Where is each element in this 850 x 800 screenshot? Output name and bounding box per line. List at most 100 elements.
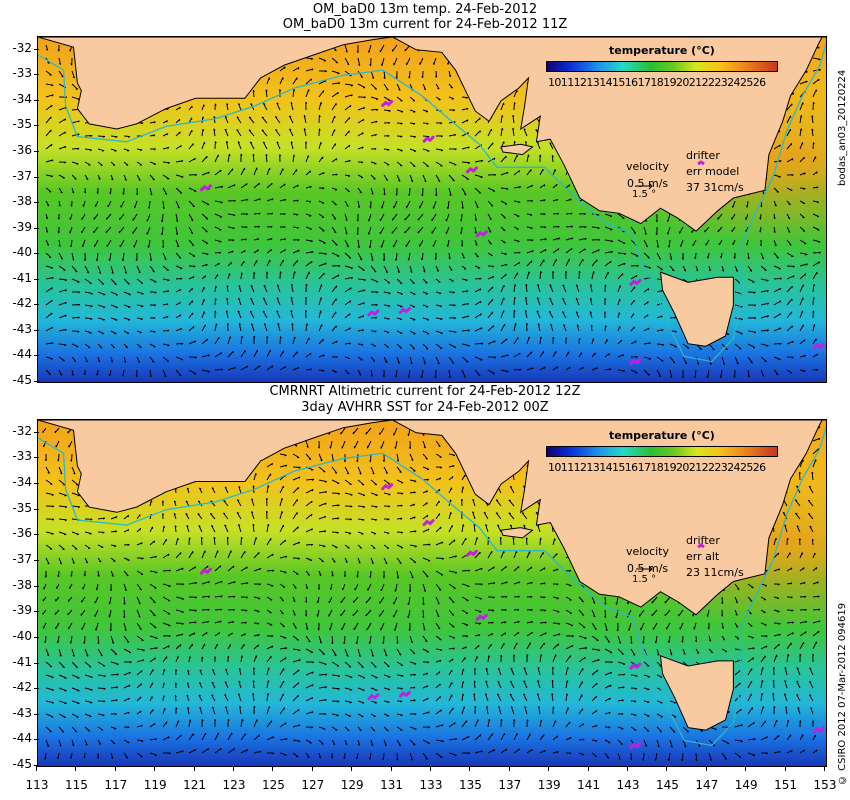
top-drifter-label: drifter — [686, 149, 720, 162]
lat-tick-label: -45 — [2, 373, 39, 387]
bottom-title-line1: CMRNRT Altimetric current for 24-Feb-201… — [269, 384, 581, 399]
top-sst-map — [38, 37, 826, 382]
lat-tick-label: -37 — [2, 169, 39, 183]
lat-tick-label: -37 — [2, 552, 39, 566]
lon-tick-label: 143 — [613, 766, 643, 792]
drifter-track — [812, 726, 825, 734]
top-title-line1: OM_baD0 13m temp. 24-Feb-2012 — [312, 2, 538, 17]
shelf-break-contour — [38, 424, 826, 747]
drifter-track — [629, 662, 642, 670]
lon-tick-label: 135 — [455, 766, 485, 792]
kangaroo-island-landmass — [500, 143, 534, 156]
drifter-track — [422, 519, 435, 527]
top-side-label: bodas_an03_20120224 — [837, 69, 848, 186]
lon-tick-label: 129 — [337, 766, 367, 792]
lat-tick-label: -32 — [2, 41, 39, 55]
lon-tick-label: 151 — [771, 766, 801, 792]
drifter-track — [475, 230, 488, 238]
kangaroo-island-landmass — [500, 527, 534, 539]
bottom-velocity-label: velocity — [626, 545, 669, 558]
shelf-break-contour — [38, 41, 826, 363]
drifter-track — [381, 99, 394, 107]
lat-tick-label: -34 — [2, 92, 39, 106]
top-velocity-sub: 1.5 ° — [632, 189, 657, 200]
bottom-velocity-sub: 1.5 ° — [632, 574, 657, 585]
lon-tick-label: 131 — [377, 766, 407, 792]
lat-tick-label: -36 — [2, 143, 39, 157]
lat-tick-label: -36 — [2, 526, 39, 540]
drifter-track — [629, 358, 642, 366]
drifter-track — [629, 278, 642, 286]
bottom-colorbar-labels: 1011121314151617181920212223242526 — [548, 461, 766, 474]
bottom-velocity-scale: 0.5 m/s — [627, 562, 669, 575]
bottom-err-values: 23 11cm/s — [686, 566, 744, 579]
drifter-track — [398, 690, 411, 698]
lon-tick-label: 119 — [140, 766, 170, 792]
australia-landmass — [38, 420, 826, 616]
lon-tick-label: 141 — [574, 766, 604, 792]
lon-tick-label: 123 — [219, 766, 249, 792]
lon-tick-label: 139 — [534, 766, 564, 792]
lat-tick-label: -34 — [2, 475, 39, 489]
top-velocity-scale: 0.5 m/s — [627, 177, 669, 190]
velocity-scale-arrowhead — [648, 182, 653, 190]
bottom-colorbar — [546, 446, 778, 457]
lon-tick-label: 115 — [61, 766, 91, 792]
top-err-label: err model — [686, 165, 740, 178]
lat-tick-label: -43 — [2, 706, 39, 720]
drifter-track — [629, 741, 642, 749]
lon-tick-label: 121 — [180, 766, 210, 792]
lat-tick-label: -40 — [2, 245, 39, 259]
lat-tick-label: -40 — [2, 629, 39, 643]
lat-tick-label: -39 — [2, 603, 39, 617]
lon-tick-label: 147 — [692, 766, 722, 792]
lat-tick-label: -44 — [2, 731, 39, 745]
bottom-err-label: err alt — [686, 550, 720, 563]
velocity-scale-arrowhead — [648, 565, 653, 573]
lon-tick-label: 113 — [22, 766, 52, 792]
top-map-panel — [37, 36, 827, 383]
lat-tick-label: -43 — [2, 322, 39, 336]
lon-tick-label: 125 — [258, 766, 288, 792]
lon-tick-label: 127 — [298, 766, 328, 792]
drifter-track — [367, 309, 380, 317]
tasmania-landmass — [659, 655, 734, 731]
lat-tick-label: -32 — [2, 424, 39, 438]
drifter-key-symbol — [697, 543, 705, 549]
lat-tick-label: -39 — [2, 220, 39, 234]
lat-tick-label: -38 — [2, 578, 39, 592]
tasmania-landmass — [659, 271, 734, 347]
drifter-track — [199, 567, 212, 575]
lat-tick-label: -41 — [2, 655, 39, 669]
australia-landmass — [38, 37, 826, 232]
drifter-track — [475, 613, 488, 621]
drifter-key-symbol — [697, 160, 705, 166]
top-err-values: 37 31cm/s — [686, 181, 744, 194]
lat-tick-label: -42 — [2, 296, 39, 310]
bottom-sst-map — [38, 420, 826, 766]
lon-tick-label: 149 — [731, 766, 761, 792]
bottom-side-label: © CSIRO 2012 07-Mar-2012 094619 — [837, 602, 848, 785]
lon-tick-label: 133 — [416, 766, 446, 792]
top-legend-title: temperature (°C) — [609, 44, 715, 57]
lat-tick-label: -33 — [2, 66, 39, 80]
bottom-drifter-label: drifter — [686, 534, 720, 547]
drifter-track — [465, 549, 478, 557]
lon-tick-label: 145 — [652, 766, 682, 792]
top-colorbar-labels: 1011121314151617181920212223242526 — [548, 76, 766, 89]
lat-tick-label: -38 — [2, 194, 39, 208]
drifter-track — [381, 483, 394, 491]
drifter-track — [812, 342, 825, 350]
drifter-track — [398, 306, 411, 314]
lat-tick-label: -35 — [2, 501, 39, 515]
lat-tick-label: -41 — [2, 271, 39, 285]
lat-tick-label: -45 — [2, 757, 39, 771]
lat-tick-label: -33 — [2, 449, 39, 463]
drifter-track — [465, 166, 478, 174]
bottom-title-line2: 3day AVHRR SST for 24-Feb-2012 00Z — [301, 400, 549, 415]
top-velocity-label: velocity — [626, 160, 669, 173]
drifter-track — [199, 184, 212, 192]
lon-tick-label: 137 — [495, 766, 525, 792]
top-title-line2: OM_baD0 13m current for 24-Feb-2012 11Z — [282, 17, 568, 32]
bottom-map-panel — [37, 419, 827, 767]
